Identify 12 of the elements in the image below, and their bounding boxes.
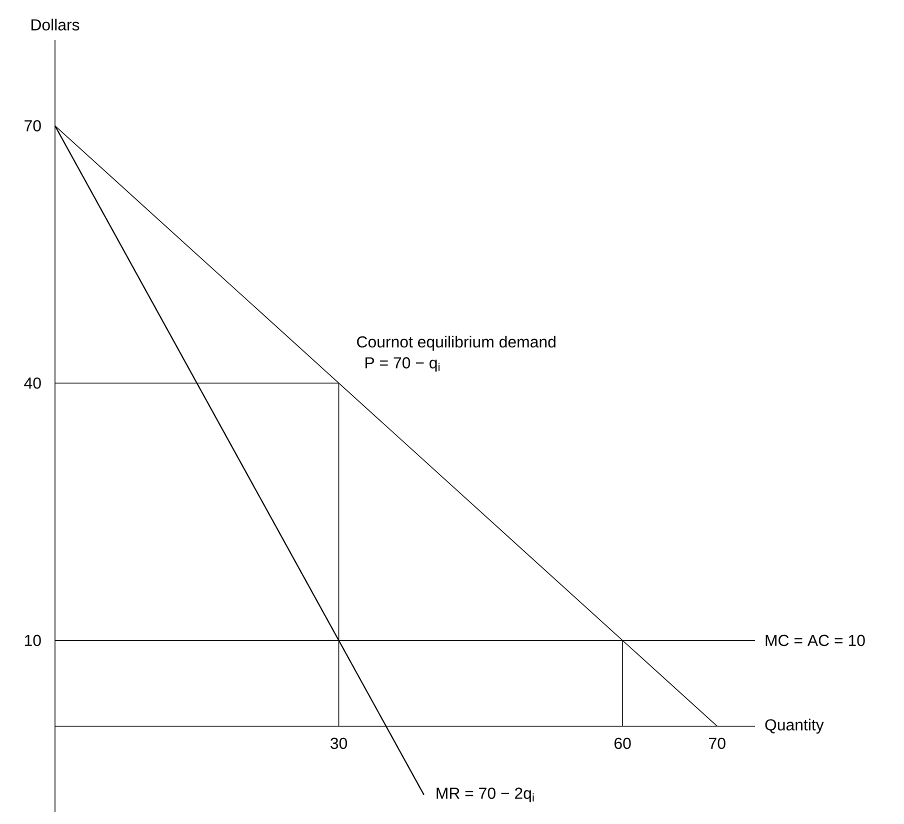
y-axis-title: Dollars [32,18,80,30]
x-tick-label: 30 [330,738,348,749]
x-tick-label: 60 [614,738,631,749]
annotation: P = 70 − q$_{i}$ [366,357,440,372]
x-axis-title: Quantity [765,718,824,734]
annotation: Cournot equilibrium demand [357,336,556,351]
x-tick-label: 70 [709,738,726,749]
y-tick-label: 40 [24,377,41,389]
ref-line-label: MC = AC = 10 [766,634,865,646]
series-label: MR = 70 − 2q$_{i}$ [436,788,534,802]
y-tick-label: 70 [24,120,41,132]
y-tick-label: 10 [25,634,41,646]
